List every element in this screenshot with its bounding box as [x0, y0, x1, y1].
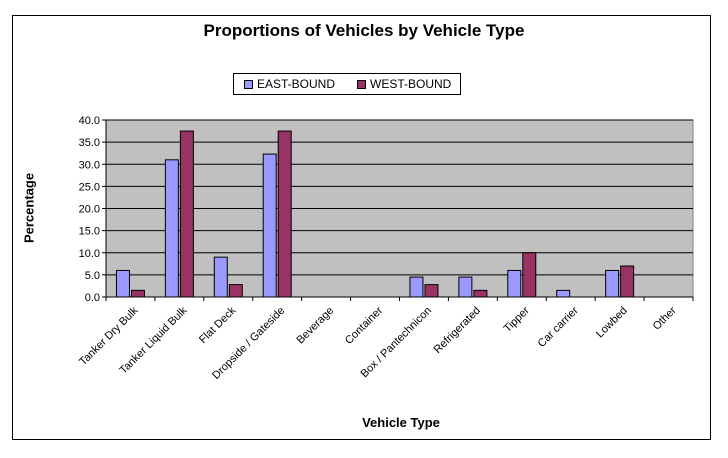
y-tick-label: 40.0: [79, 115, 100, 127]
y-tick-label: 25.0: [79, 181, 100, 193]
bar-west: [179, 130, 194, 298]
y-tick-label: 35.0: [79, 137, 100, 149]
bar-west: [277, 130, 292, 298]
x-tick-label: Lowbed: [594, 305, 630, 341]
y-tick-label: 5.0: [85, 270, 100, 282]
bar-east: [262, 153, 277, 298]
legend-item-west: WEST-BOUND: [357, 77, 451, 91]
bar-east: [164, 159, 179, 298]
x-tick-label: Beverage: [294, 305, 336, 347]
bar-east: [605, 269, 620, 298]
y-tick-label: 30.0: [79, 159, 100, 171]
bar-east: [213, 256, 228, 298]
y-tick-label: 20.0: [79, 204, 100, 216]
x-tick-label: Refrigerated: [432, 305, 483, 356]
y-tick-label: 15.0: [79, 226, 100, 238]
x-tick-label: Car carrier: [536, 304, 581, 349]
bar-east: [507, 269, 522, 298]
x-tick-label: Container: [343, 304, 385, 346]
bar-east: [458, 276, 473, 298]
bar-east: [115, 269, 130, 298]
legend-label-east: EAST-BOUND: [257, 77, 336, 91]
y-tick-label: 10.0: [79, 248, 100, 260]
bar-west: [522, 252, 537, 298]
x-tick-label: Tipper: [502, 304, 532, 334]
bar-east: [556, 289, 571, 298]
bar-west: [130, 289, 145, 298]
bar-west: [620, 265, 635, 298]
legend-swatch-east: [244, 79, 253, 89]
bar-east: [409, 276, 424, 298]
legend: EAST-BOUND WEST-BOUND: [233, 73, 461, 95]
x-tick-label: Flat Deck: [197, 304, 239, 346]
legend-item-east: EAST-BOUND: [244, 77, 335, 91]
legend-label-west: WEST-BOUND: [370, 77, 452, 91]
legend-swatch-west: [357, 79, 366, 89]
chart-title: Proportions of Vehicles by Vehicle Type: [203, 21, 525, 40]
y-tick-label: 0.0: [85, 292, 100, 304]
bar-west: [424, 284, 439, 298]
bar-west: [228, 284, 243, 298]
bar-west: [473, 289, 488, 298]
x-axis-label: Vehicle Type: [362, 415, 440, 430]
x-tick-label: Other: [651, 304, 679, 332]
